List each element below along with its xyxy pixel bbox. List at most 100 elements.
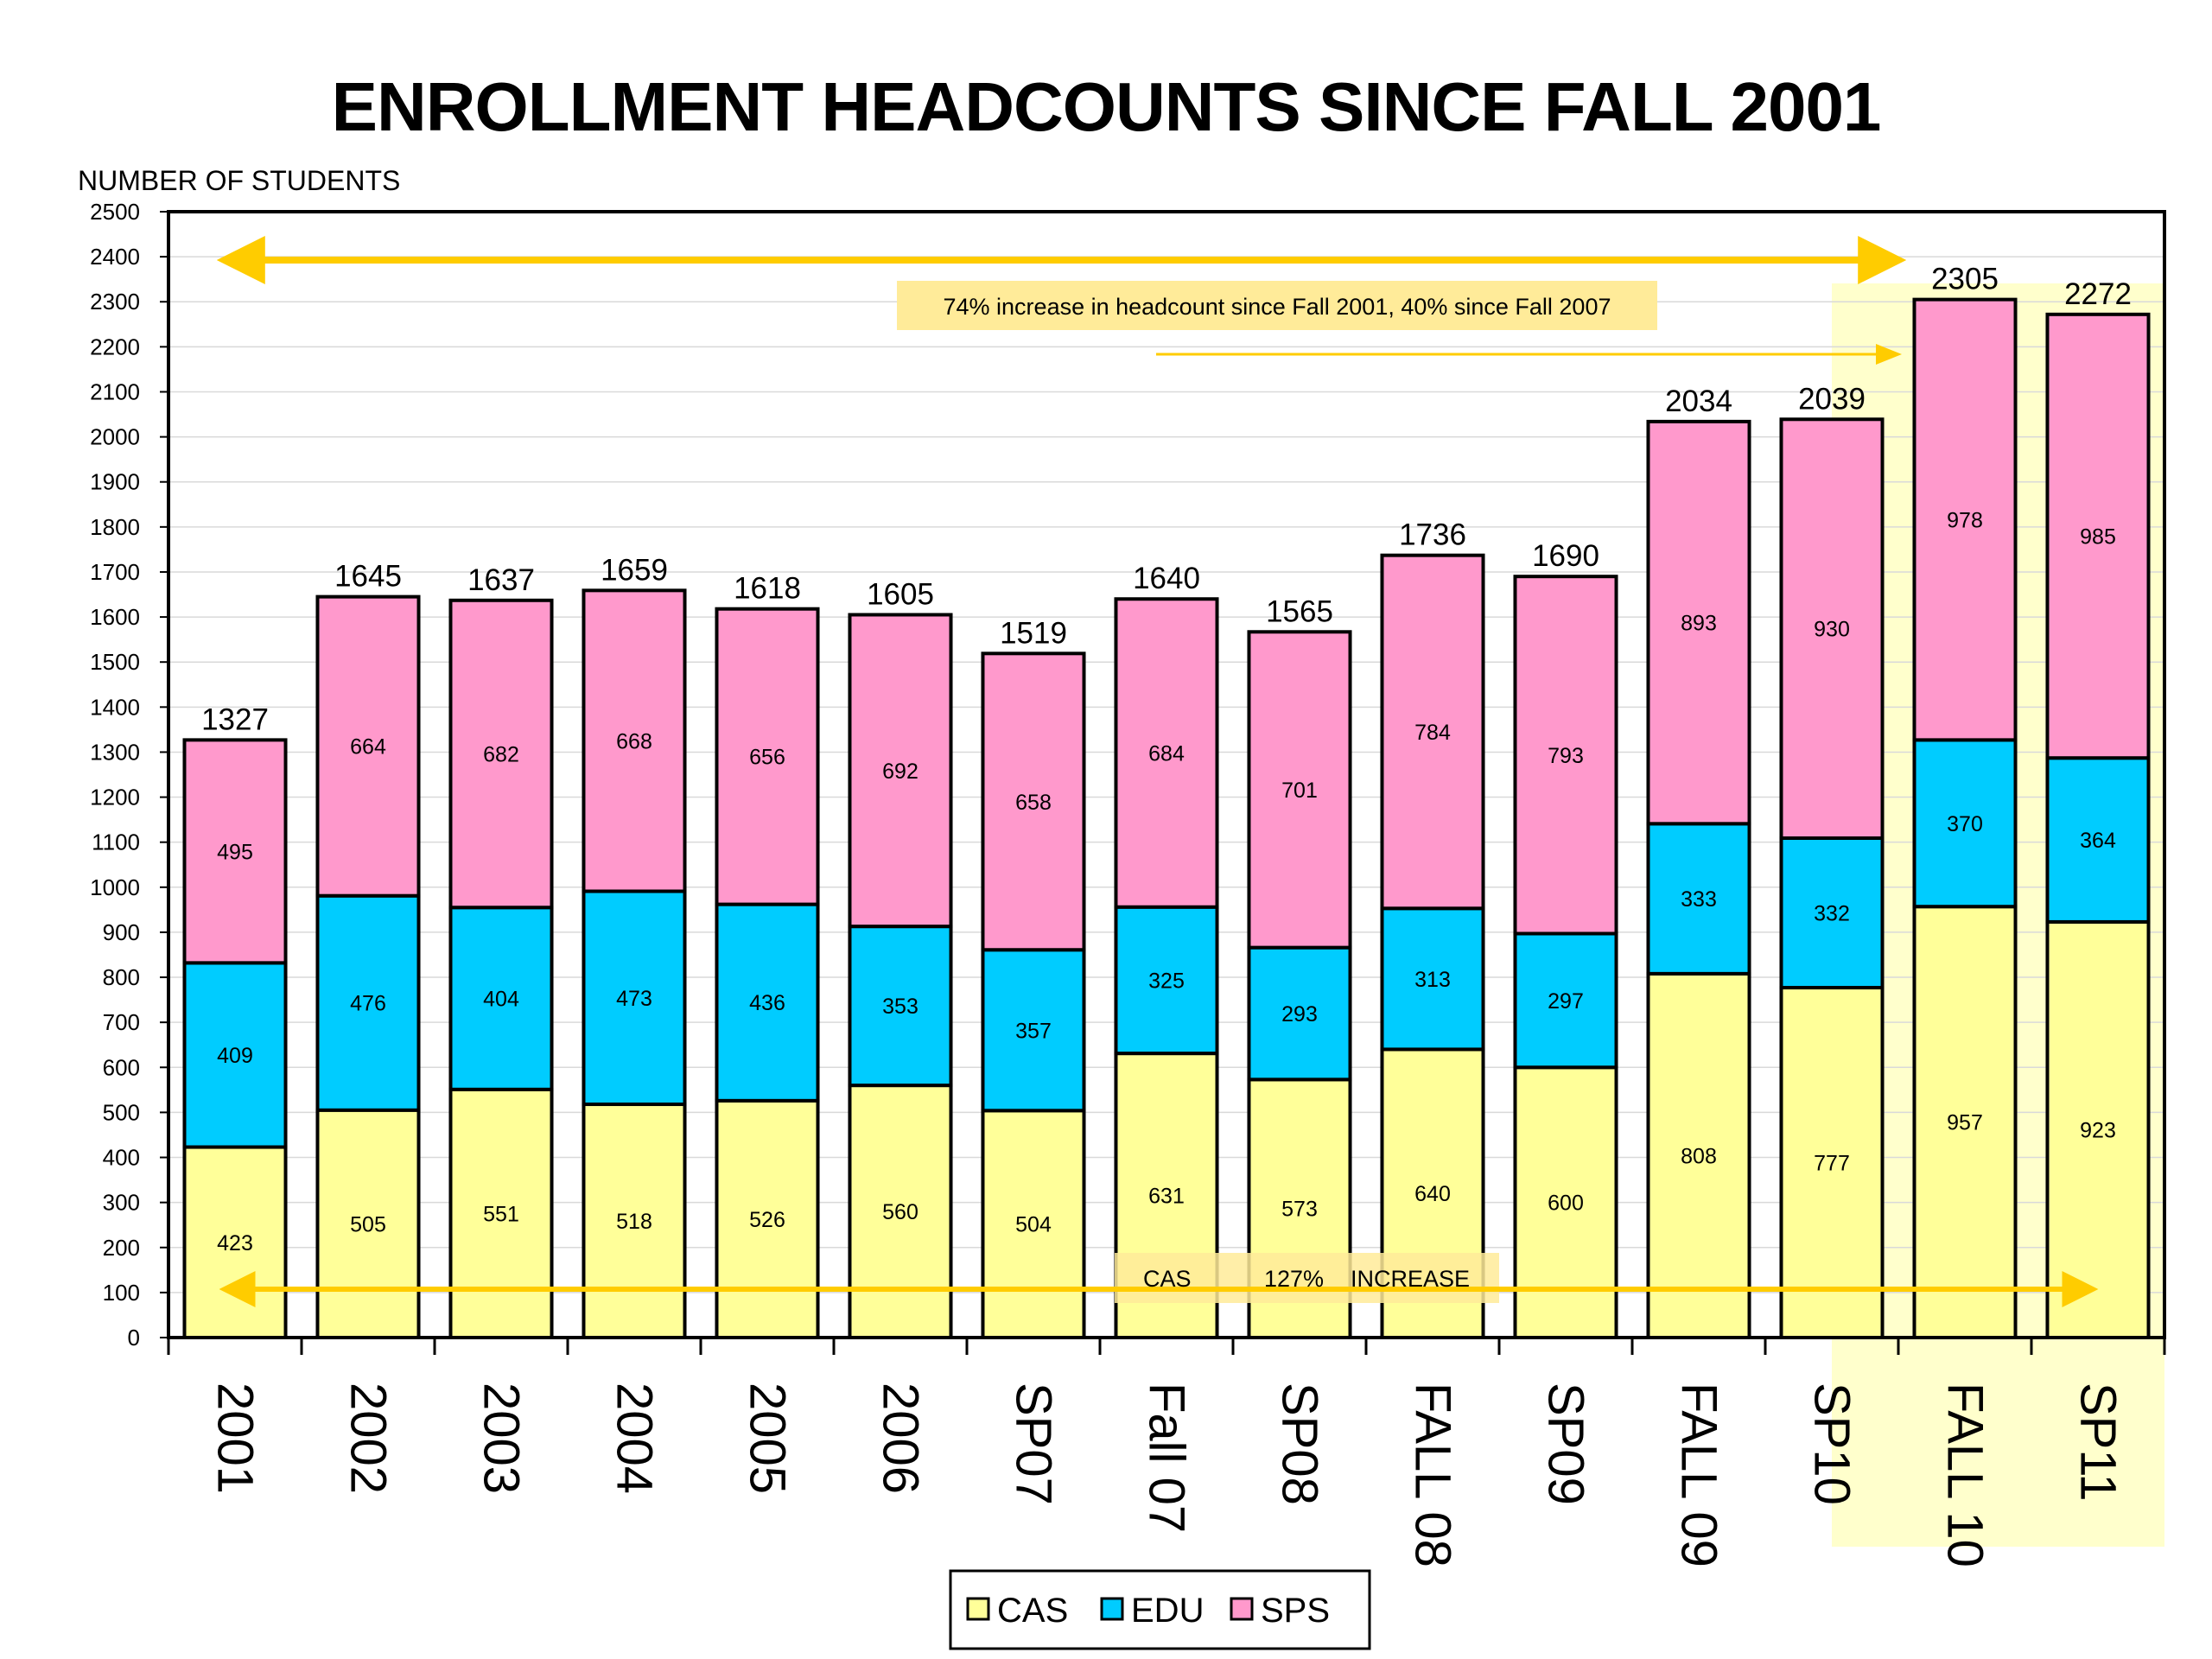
legend: CAS EDU SPS (949, 1569, 1371, 1650)
segment-value-label: 313 (1414, 968, 1451, 992)
segment-value-label: 332 (1814, 902, 1850, 926)
segment-value-label: 573 (1281, 1198, 1318, 1222)
cas-increase-label: CAS (1143, 1266, 1192, 1292)
bar-segment-cas (2045, 919, 2151, 1339)
y-tick-label: 1800 (90, 514, 140, 540)
segment-value-label: 930 (1814, 618, 1850, 642)
bar-segment-sps (1513, 575, 1618, 936)
segment-value-label: 600 (1548, 1192, 1584, 1216)
bar-total-label: 1659 (601, 553, 668, 587)
bar-segment-edu (315, 893, 421, 1112)
legend-swatch-edu (1100, 1597, 1124, 1621)
bar-segment-sps (1114, 597, 1219, 909)
y-tick-label: 1600 (90, 604, 140, 630)
y-tick-label: 2500 (90, 199, 140, 225)
segment-value-label: 404 (483, 988, 519, 1012)
x-category-label: SP11 (2070, 1382, 2126, 1502)
segment-value-label: 631 (1148, 1185, 1185, 1209)
segment-value-label: 777 (1814, 1152, 1850, 1176)
axes (160, 210, 2166, 1355)
legend-swatch-sps (1230, 1597, 1254, 1621)
segment-value-label: 370 (1947, 812, 1983, 836)
y-tick-label: 800 (103, 964, 140, 990)
plot-frame (167, 210, 2166, 1339)
y-tick-label: 1400 (90, 694, 140, 720)
segment-value-label: 701 (1281, 779, 1318, 803)
segment-value-label: 682 (483, 743, 519, 767)
segment-value-label: 409 (217, 1044, 253, 1068)
segment-value-label: 473 (616, 987, 652, 1011)
y-tick-label: 1700 (90, 559, 140, 585)
bar-segment-edu (1912, 738, 2018, 909)
x-category-label: FALL 10 (1937, 1382, 1993, 1567)
segment-value-label: 978 (1947, 509, 1983, 533)
segment-value-label: 784 (1414, 721, 1451, 745)
segment-value-label: 808 (1681, 1144, 1717, 1168)
y-tick-label: 1900 (90, 469, 140, 495)
bar-segment-edu (2045, 756, 2151, 924)
bar-segment-edu (1380, 906, 1485, 1052)
segment-value-label: 640 (1414, 1182, 1451, 1206)
y-tick-label: 700 (103, 1009, 140, 1035)
bar-segment-sps (1912, 297, 2018, 742)
bar-segment-edu (1646, 822, 1751, 976)
y-tick-label: 1000 (90, 874, 140, 900)
bar-segment-sps (448, 598, 554, 910)
segment-value-label: 436 (749, 991, 785, 1015)
bar-total-label: 2272 (2064, 277, 2132, 311)
segment-value-label: 357 (1015, 1019, 1052, 1043)
x-category-label: FALL 09 (1671, 1382, 1727, 1567)
bar-segment-sps (981, 652, 1086, 952)
segment-value-label: 504 (1015, 1213, 1052, 1237)
segment-value-label: 957 (1947, 1111, 1983, 1135)
x-category-label: SP08 (1272, 1382, 1328, 1505)
legend-label-cas: CAS (997, 1592, 1068, 1630)
bar-segment-edu (981, 948, 1086, 1113)
cas-increase-word: INCREASE (1351, 1266, 1470, 1292)
x-category-label: 2004 (607, 1382, 663, 1494)
cas-increase-percent: 127% (1264, 1266, 1324, 1292)
segment-value-label: 658 (1015, 791, 1052, 815)
bar-total-label: 2039 (1798, 382, 1866, 416)
bar-segment-sps (182, 738, 288, 965)
y-tick-label: 200 (103, 1235, 140, 1261)
total-increase-text: 74% increase in headcount since Fall 200… (944, 294, 1611, 320)
segment-value-label: 664 (350, 735, 386, 760)
y-tick-label: 2400 (90, 244, 140, 270)
bar-total-label: 1736 (1399, 518, 1466, 552)
bar-total-label: 1618 (734, 572, 801, 606)
x-tick-labels: 2001 2002 2003 2004 2005 2006 SP07 Fall 07 SP08 F… (207, 1382, 2126, 1567)
segment-value-label: 551 (483, 1202, 519, 1226)
x-category-label: SP07 (1006, 1382, 1062, 1505)
segment-value-label: 985 (2080, 525, 2116, 550)
y-axis-label: NUMBER OF STUDENTS (78, 165, 400, 196)
y-tick-label: 1300 (90, 739, 140, 765)
segment-value-label: 353 (882, 995, 918, 1019)
x-category-label: 2001 (207, 1382, 264, 1494)
y-tick-label: 300 (103, 1190, 140, 1216)
y-tick-label: 1500 (90, 649, 140, 675)
bar-segment-sps (848, 613, 953, 929)
y-tick-label: 2000 (90, 424, 140, 450)
bar-total-label: 1605 (867, 577, 934, 611)
bar-total-label: 1690 (1532, 539, 1599, 573)
bar-segment-edu (715, 902, 820, 1103)
bar-total-label: 1640 (1133, 562, 1200, 595)
bar-total-label: 1519 (1000, 616, 1067, 650)
segment-value-label: 297 (1548, 989, 1584, 1014)
segment-value-label: 692 (882, 760, 918, 784)
y-tick-label: 500 (103, 1099, 140, 1125)
bar-segment-sps (315, 594, 421, 898)
bar-segment-sps (582, 588, 687, 893)
y-tick-label: 600 (103, 1054, 140, 1080)
bar-total-label: 1637 (467, 563, 535, 597)
bar-segment-edu (1779, 836, 1885, 990)
y-tick-label: 1100 (92, 830, 140, 855)
y-tick-label: 900 (103, 919, 140, 945)
segment-value-label: 893 (1681, 612, 1717, 636)
total-increase-box (897, 281, 1657, 330)
y-tick-label: 2100 (90, 378, 140, 404)
x-category-label: 2002 (340, 1382, 397, 1494)
bar-segment-edu (582, 889, 687, 1107)
